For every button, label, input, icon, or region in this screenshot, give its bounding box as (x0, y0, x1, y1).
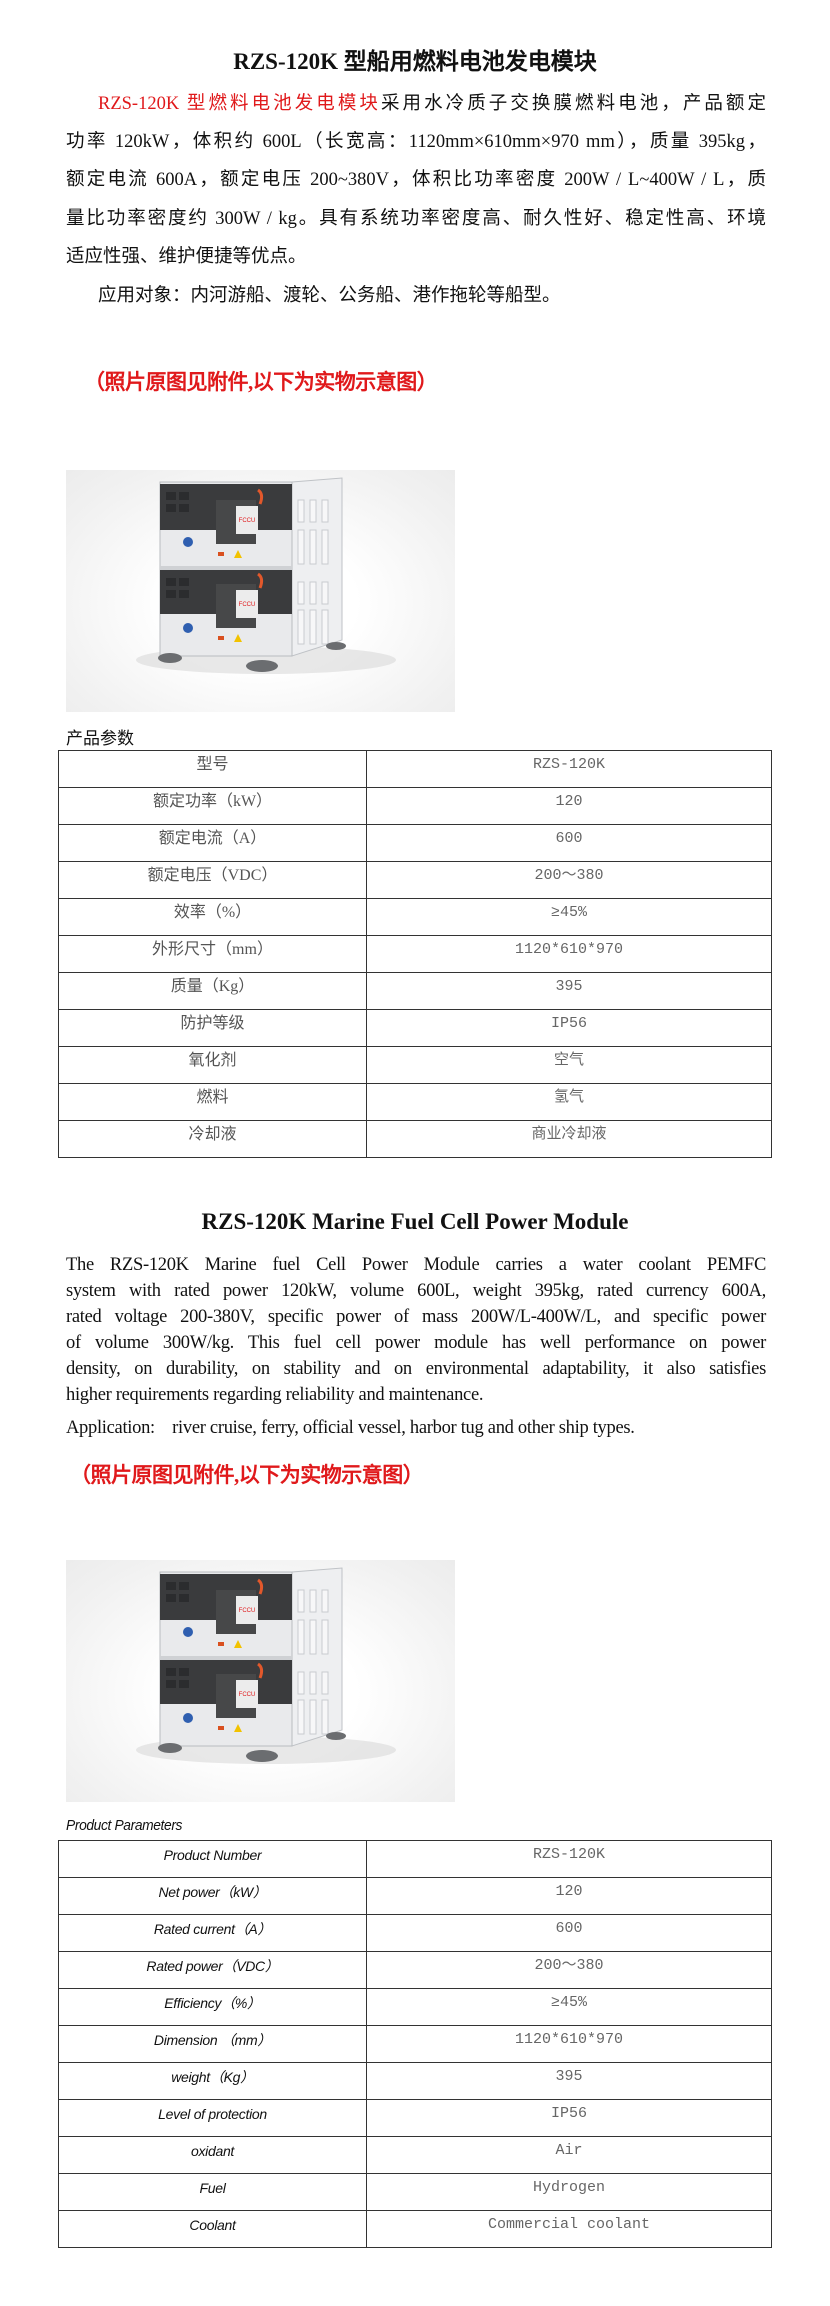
table-row: Level of protection IP56 (58, 2099, 772, 2137)
param-name: 氧化剂 (58, 1046, 367, 1084)
param-value: 395 (366, 2062, 772, 2100)
param-name: 质量（Kg） (58, 972, 367, 1010)
param-name: Efficiency（%） (58, 1988, 367, 2026)
cn-intro-line: 量比功率密度约 300W / kg。具有系统功率密度高、耐久性好、稳定性高、环境 (66, 209, 766, 229)
param-value: 200～380 (366, 1951, 772, 1989)
param-value: 600 (366, 1914, 772, 1952)
param-name: 额定电流（A） (58, 824, 367, 862)
param-name: Net power（kW） (58, 1877, 367, 1915)
product-photo: FCCU FCCU (66, 1560, 455, 1802)
table-row: Net power（kW） 120 (58, 1877, 772, 1915)
cn-intro-line: 功率 120kW，体积约 600L（长宽高：1120mm×610mm×970 m… (66, 132, 766, 152)
param-value: RZS-120K (366, 750, 772, 788)
param-name: 外形尺寸（mm） (58, 935, 367, 973)
en-intro-line: higher requirements regarding reliabilit… (66, 1385, 484, 1405)
param-name: Level of protection (58, 2099, 367, 2137)
cn-application: 应用对象：内河游船、渡轮、公务船、港作拖轮等船型。 (98, 286, 561, 306)
param-value: ≥45% (366, 898, 772, 936)
table-row: 额定电压（VDC） 200～380 (58, 861, 772, 899)
param-name: 型号 (58, 750, 367, 788)
en-intro-line: system with rated power 120kW, volume 60… (66, 1281, 766, 1301)
param-value: 氢气 (366, 1083, 772, 1121)
param-name: Coolant (58, 2210, 367, 2248)
param-value: 1120*610*970 (366, 935, 772, 973)
param-name: Rated current（A） (58, 1914, 367, 1952)
fuel-cell-module-image: FCCU FCCU (136, 1567, 396, 1764)
en-intro-line: density, on durability, on stability and… (66, 1359, 766, 1379)
table-row: 防护等级 IP56 (58, 1009, 772, 1047)
en-application: Application: river cruise, ferry, offici… (66, 1418, 635, 1438)
cn-product-name: RZS-120K 型燃料电池发电模块 (98, 94, 381, 114)
table-row: Rated power（VDC） 200～380 (58, 1951, 772, 1989)
table-row: weight（Kg） 395 (58, 2062, 772, 2100)
table-row: Product Number RZS-120K (58, 1840, 772, 1878)
svg-text:FCCU: FCCU (239, 1608, 256, 1614)
cn-title: RZS-120K 型船用燃料电池发电模块 (233, 49, 597, 74)
table-row: 效率（%） ≥45% (58, 898, 772, 936)
param-value: Hydrogen (366, 2173, 772, 2211)
param-name: Fuel (58, 2173, 367, 2211)
table-row: 燃料 氢气 (58, 1083, 772, 1121)
cn-params-table: 型号 RZS-120K 额定功率（kW） 120 额定电流（A） 600 额定电压（V… (58, 750, 772, 1158)
param-value: RZS-120K (366, 1840, 772, 1878)
table-row: Efficiency（%） ≥45% (58, 1988, 772, 2026)
cn-intro-line: 适应性强、维护便捷等优点。 (66, 247, 307, 267)
param-value: IP56 (366, 2099, 772, 2137)
table-row: 冷却液 商业冷却液 (58, 1120, 772, 1158)
table-row: Rated current（A） 600 (58, 1914, 772, 1952)
param-value: 1120*610*970 (366, 2025, 772, 2063)
param-name: Rated power（VDC） (58, 1951, 367, 1989)
param-value: Commercial coolant (366, 2210, 772, 2248)
table-row: 氧化剂 空气 (58, 1046, 772, 1084)
param-value: IP56 (366, 1009, 772, 1047)
table-row: Fuel Hydrogen (58, 2173, 772, 2211)
param-value: 120 (366, 1877, 772, 1915)
table-row: 额定功率（kW） 120 (58, 787, 772, 825)
table-row: 额定电流（A） 600 (58, 824, 772, 862)
param-name: 冷却液 (58, 1120, 367, 1158)
cn-intro-line: 额定电流 600A，额定电压 200~380V，体积比功率密度 200W / L… (66, 170, 766, 190)
param-name: 效率（%） (58, 898, 367, 936)
param-name: 额定功率（kW） (58, 787, 367, 825)
param-name: 防护等级 (58, 1009, 367, 1047)
en-intro-line: of volume 300W/kg. This fuel cell power … (66, 1333, 766, 1353)
en-table-caption: Product Parameters (66, 1817, 183, 1834)
cn-intro-line: RZS-120K 型燃料电池发电模块采用水冷质子交换膜燃料电池，产品额定 (98, 94, 766, 114)
svg-text:FCCU: FCCU (239, 1692, 256, 1698)
cn-photo-note: （照片原图见附件,以下为实物示意图） (84, 370, 438, 394)
table-row: Dimension （mm） 1120*610*970 (58, 2025, 772, 2063)
param-name: 燃料 (58, 1083, 367, 1121)
param-name: 额定电压（VDC） (58, 861, 367, 899)
cn-table-caption: 产品参数 (66, 729, 134, 748)
param-value: 200～380 (366, 861, 772, 899)
param-value: Air (366, 2136, 772, 2174)
en-params-table: Product Number RZS-120K Net power（kW） 120 … (58, 1840, 772, 2248)
en-intro-line: The RZS-120K Marine fuel Cell Power Modu… (66, 1255, 766, 1275)
table-row: 质量（Kg） 395 (58, 972, 772, 1010)
param-value: 空气 (366, 1046, 772, 1084)
product-photo: FCCU FCCU (66, 470, 455, 712)
param-value: 600 (366, 824, 772, 862)
fuel-cell-module-image: FCCU FCCU (136, 477, 396, 674)
param-name: oxidant (58, 2136, 367, 2174)
en-title: RZS-120K Marine Fuel Cell Power Module (201, 1209, 629, 1234)
param-name: weight（Kg） (58, 2062, 367, 2100)
param-name: Dimension （mm） (58, 2025, 367, 2063)
en-photo-note: （照片原图见附件,以下为实物示意图） (70, 1463, 424, 1487)
param-value: 商业冷却液 (366, 1120, 772, 1158)
en-intro-line: rated voltage 200-380V, specific power o… (66, 1307, 766, 1327)
param-value: 120 (366, 787, 772, 825)
svg-text:FCCU: FCCU (239, 518, 256, 524)
param-name: Product Number (58, 1840, 367, 1878)
table-row: Coolant Commercial coolant (58, 2210, 772, 2248)
param-value: 395 (366, 972, 772, 1010)
table-row: 外形尺寸（mm） 1120*610*970 (58, 935, 772, 973)
param-value: ≥45% (366, 1988, 772, 2026)
table-row: oxidant Air (58, 2136, 772, 2174)
svg-text:FCCU: FCCU (239, 602, 256, 608)
table-row: 型号 RZS-120K (58, 750, 772, 788)
